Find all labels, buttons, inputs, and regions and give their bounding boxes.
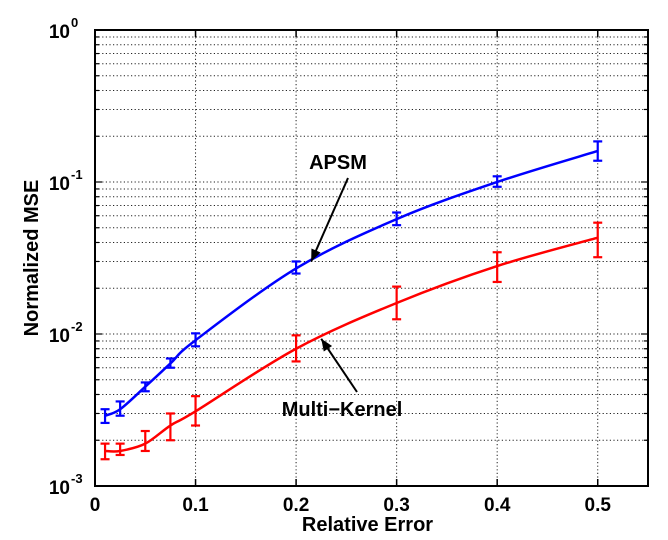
error-bar [191,332,201,348]
error-bar [115,400,125,417]
x-tick-label: 0.5 [585,495,612,516]
grid [95,30,648,486]
y-tick-label-base: 10 [49,326,70,347]
error-bar [115,442,125,457]
annotation-text: APSM [309,152,367,174]
error-bar [392,285,402,321]
x-tick-label: 0.2 [283,495,309,516]
x-axis-title: Relative Error [302,514,433,536]
ticks [94,29,648,487]
error-bar [165,357,175,369]
x-tick-label: 0.1 [182,495,209,516]
y-tick-label-exponent: -2 [71,319,83,334]
error-bar [291,260,301,275]
error-bar [165,412,175,442]
x-tick-label: 0 [90,495,101,516]
annotation-multi-kernel: Multi−Kernel [282,338,403,421]
error-bar [191,395,201,427]
annotation-arrow-head [321,338,333,352]
annotation-apsm: APSM [309,152,367,262]
annotation-arrow-head [311,248,321,262]
y-axis-title: Normalized MSE [21,180,43,337]
y-tick-label-base: 10 [49,478,70,499]
series-line [104,149,599,417]
y-tick-label-base: 10 [49,174,70,195]
y-tick-label-exponent: 0 [71,15,78,30]
axes-box [94,29,649,487]
error-bar [593,221,603,259]
error-bar [492,175,502,188]
error-bar [100,442,110,461]
y-tick-label-base: 10 [49,22,70,43]
error-bar [392,211,402,227]
error-bar [593,140,603,162]
error-bar [492,251,502,284]
series-layer [100,140,603,461]
x-tick-label: 0.3 [383,495,409,516]
series-multi-kernel [100,221,603,461]
annotation-layer: APSM Multi−Kernel [282,152,403,421]
error-bar [291,334,301,363]
annotation-text: Multi−Kernel [282,399,403,421]
error-bar [140,381,150,393]
annotation-arrow-line [310,177,349,262]
series-line [105,236,599,453]
y-tick-label-exponent: -3 [71,471,83,486]
error-bar [100,408,110,425]
error-bar [140,429,150,453]
y-tick-label-exponent: -1 [71,167,83,182]
series-apsm [100,140,603,425]
x-tick-label: 0.4 [484,495,511,516]
